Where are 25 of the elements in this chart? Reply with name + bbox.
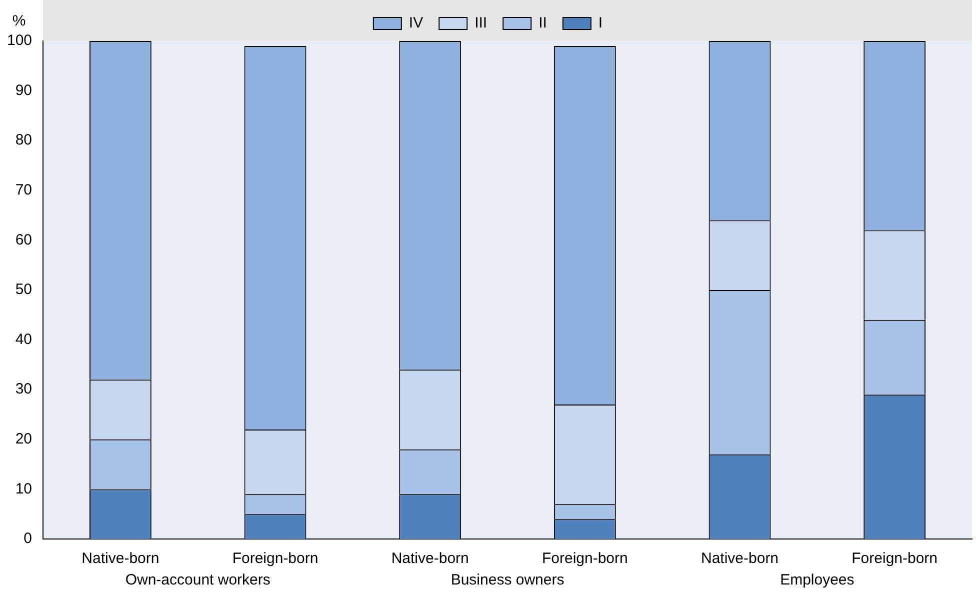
text: Business owners <box>450 572 564 589</box>
x-tick-label: Foreign-born <box>542 550 628 568</box>
legend-label: III <box>474 14 488 32</box>
y-tick-label: 60 <box>15 231 32 248</box>
text: Employees <box>780 572 854 589</box>
y-axis-title: % <box>12 12 26 30</box>
y-tick-label: 90 <box>15 82 32 99</box>
x-tick-label: Foreign-born <box>852 550 938 568</box>
x-tick-label: Native-born <box>391 550 469 568</box>
legend-label: II <box>538 14 547 32</box>
y-tick-label: 80 <box>15 132 32 149</box>
text: Own-account workers <box>125 572 270 589</box>
x-tick-label: Native-born <box>82 550 160 568</box>
y-tick-label: 50 <box>15 281 32 298</box>
y-tick-label: 70 <box>15 182 32 199</box>
y-tick-label: 40 <box>15 330 32 348</box>
x-tick-label: Native-born <box>700 550 779 568</box>
legend-label: IV <box>408 14 424 32</box>
x-tick-label: Foreign-born <box>232 550 318 568</box>
y-tick-label: 20 <box>15 430 32 448</box>
y-tick-label: 100 <box>6 32 32 50</box>
y-tick-label: 0 <box>24 530 32 548</box>
y-tick-label: 30 <box>15 380 32 398</box>
legend-label: I <box>598 14 603 32</box>
y-tick-label: 10 <box>15 480 32 498</box>
